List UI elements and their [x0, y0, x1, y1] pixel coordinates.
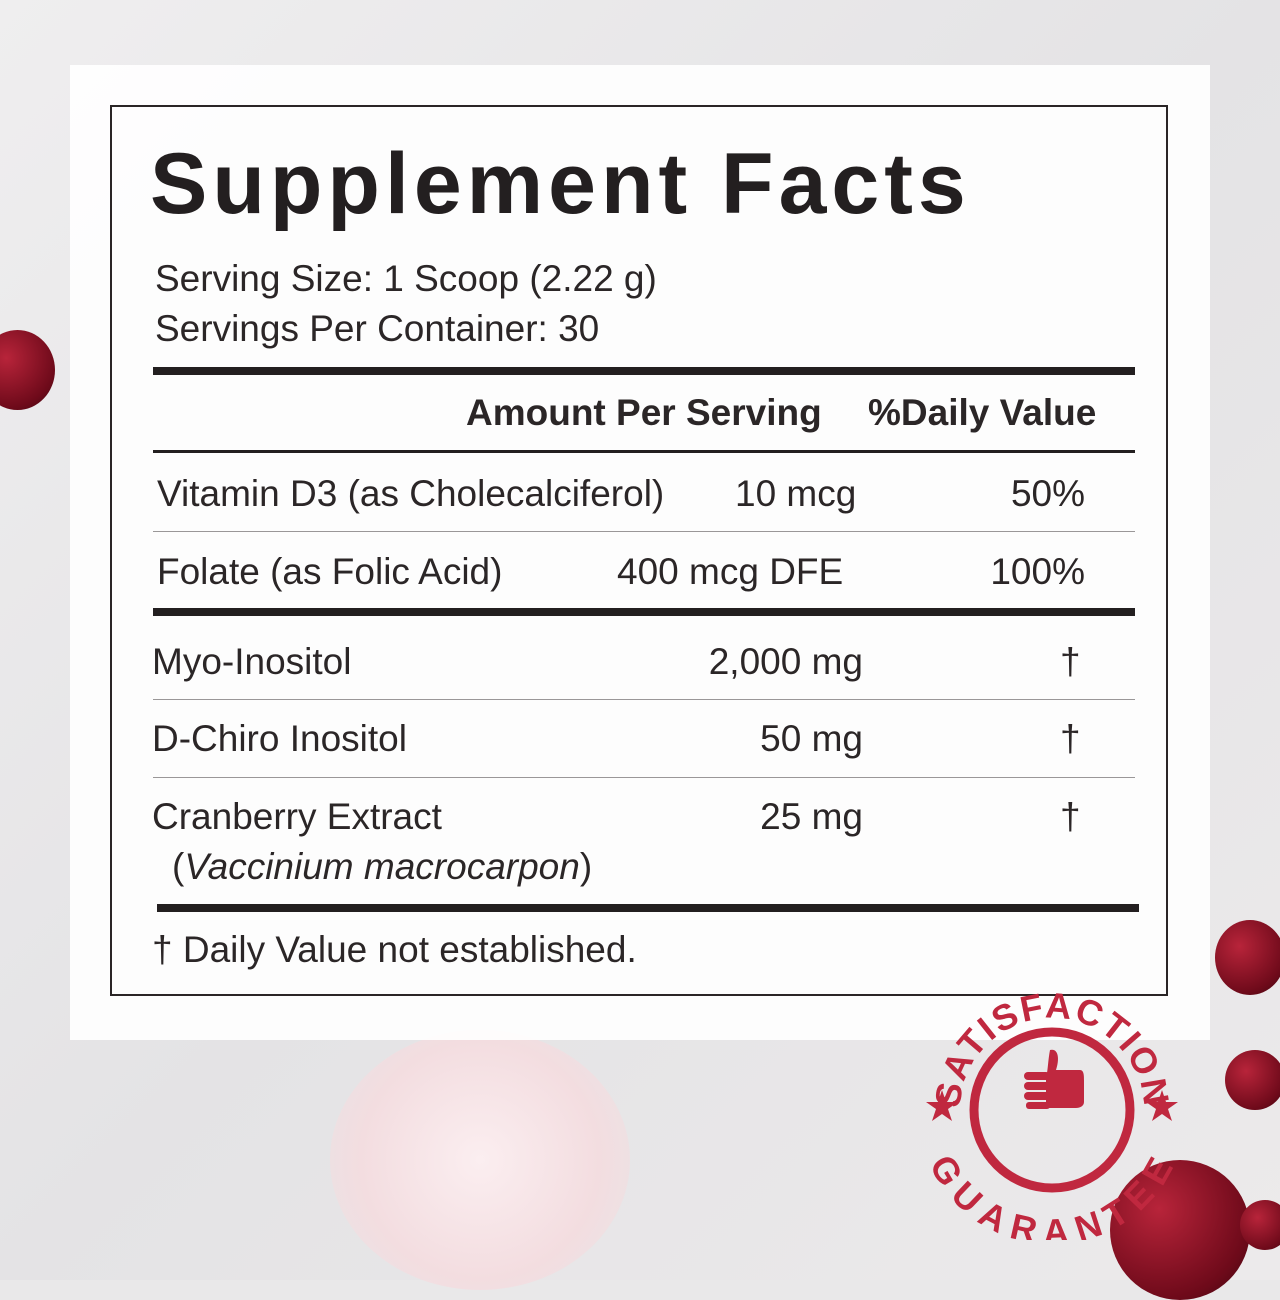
footnote: † Daily Value not established. — [152, 929, 637, 970]
thick-rule — [153, 608, 1135, 616]
row-dv: † — [1060, 641, 1081, 682]
rule — [153, 450, 1135, 453]
row-name: Folate (as Folic Acid) — [157, 551, 503, 592]
row-name: Vitamin D3 (as Cholecalciferol) — [157, 473, 665, 514]
dv-header: %Daily Value — [868, 392, 1097, 433]
cranberry — [1225, 1050, 1280, 1110]
latin-name: Vaccinium macrocarpon — [184, 846, 580, 887]
row-dv: 50% — [1010, 473, 1085, 514]
star-icon — [1146, 1090, 1178, 1121]
row-amount: 2,000 mg — [708, 641, 863, 682]
row-name: Cranberry Extract — [152, 796, 442, 837]
row-name: Myo-Inositol — [152, 641, 352, 682]
row-name: D-Chiro Inositol — [152, 718, 407, 759]
thick-rule — [153, 367, 1135, 375]
divider — [153, 699, 1135, 700]
label-title: Supplement Facts — [150, 136, 971, 232]
divider — [153, 777, 1135, 778]
supplement-facts-box — [110, 105, 1168, 996]
thumbs-up-icon — [1024, 1049, 1084, 1109]
cranberry — [1110, 1160, 1250, 1300]
row-dv: † — [1060, 718, 1081, 759]
badge-ring — [969, 1027, 1135, 1193]
row-amount: 10 mcg — [735, 473, 857, 514]
label-panel — [70, 65, 1210, 1040]
servings-per-container: Servings Per Container: 30 — [155, 308, 600, 349]
row-amount: 50 mg — [760, 718, 863, 759]
row-dv: 100% — [990, 551, 1085, 592]
row-amount: 400 mcg DFE — [617, 551, 844, 592]
star-icon — [926, 1090, 958, 1121]
amount-header: Amount Per Serving — [466, 392, 822, 433]
serving-size: Serving Size: 1 Scoop (2.22 g) — [155, 258, 657, 299]
thick-rule — [157, 904, 1139, 912]
row-dv: † — [1060, 796, 1081, 837]
row-latin: (Vaccinium macrocarpon) — [172, 846, 593, 887]
row-amount: 25 mg — [760, 796, 863, 837]
satisfaction-guarantee-badge: SATISFACTION GUARANTEE — [922, 984, 1182, 1240]
cranberry — [1240, 1200, 1280, 1250]
badge-bottom-text: GUARANTEE — [922, 1148, 1182, 1240]
cranberry — [1215, 920, 1280, 995]
divider — [153, 531, 1135, 532]
powder-pile — [330, 1030, 630, 1290]
